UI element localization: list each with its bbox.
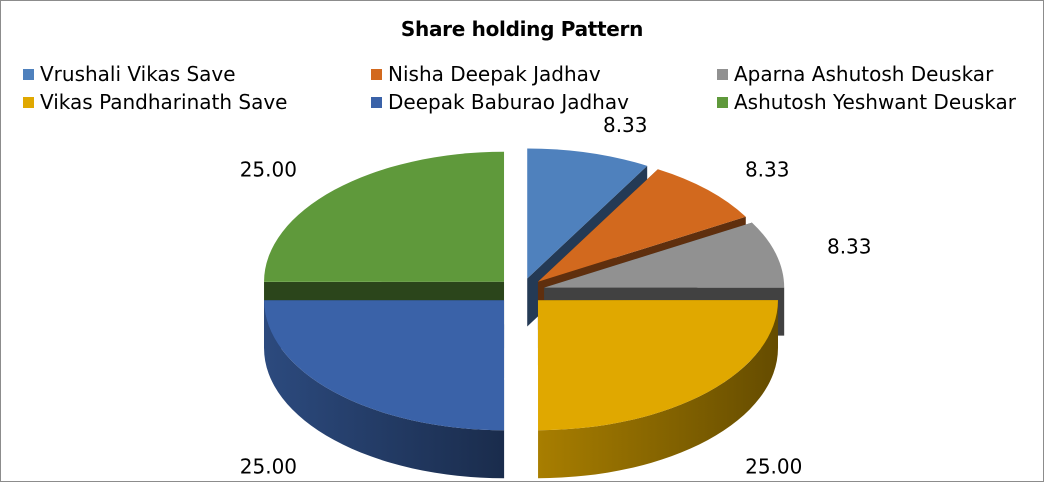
- legend-item: Vikas Pandharinath Save: [23, 90, 287, 114]
- data-label: 8.33: [603, 113, 648, 137]
- legend-item: Nisha Deepak Jadhav: [371, 62, 601, 86]
- pie-slice-group: [537, 300, 778, 479]
- pie-slice-group: [264, 300, 505, 479]
- pie-slice: [264, 151, 505, 282]
- legend-label: Deepak Baburao Jadhav: [388, 90, 629, 114]
- legend-label: Vrushali Vikas Save: [40, 62, 236, 86]
- legend-label: Vikas Pandharinath Save: [40, 90, 288, 114]
- pie-slice-side: [538, 300, 778, 479]
- data-label: 8.33: [745, 158, 790, 182]
- pie-slice: [537, 300, 778, 431]
- legend-item: Vrushali Vikas Save: [23, 62, 236, 86]
- legend-item: Aparna Ashutosh Deuskar: [717, 62, 993, 86]
- legend-swatch: [371, 68, 382, 80]
- legend-swatch: [371, 96, 382, 108]
- pie-slice: [264, 300, 505, 431]
- pie-slice-side: [264, 300, 505, 479]
- data-label: 25.00: [240, 158, 297, 182]
- legend-label: Nisha Deepak Jadhav: [388, 62, 601, 86]
- pie-slice: [544, 222, 785, 288]
- legend-item: Deepak Baburao Jadhav: [371, 90, 629, 114]
- data-label: 8.33: [827, 235, 872, 259]
- legend-swatch: [23, 68, 34, 80]
- legend-label: Aparna Ashutosh Deuskar: [734, 62, 994, 86]
- chart-title: Share holding Pattern: [400, 17, 644, 41]
- legend-swatch: [717, 96, 728, 108]
- legend-swatch: [717, 68, 728, 80]
- data-label: 25.00: [745, 454, 802, 478]
- legend-item: Ashutosh Yeshwant Deuskar: [717, 90, 1016, 114]
- legend-swatch: [23, 96, 34, 108]
- data-label: 25.00: [240, 454, 297, 478]
- pie-slice: [537, 169, 746, 282]
- legend-label: Ashutosh Yeshwant Deuskar: [734, 90, 1016, 114]
- pie-slice: [527, 148, 648, 279]
